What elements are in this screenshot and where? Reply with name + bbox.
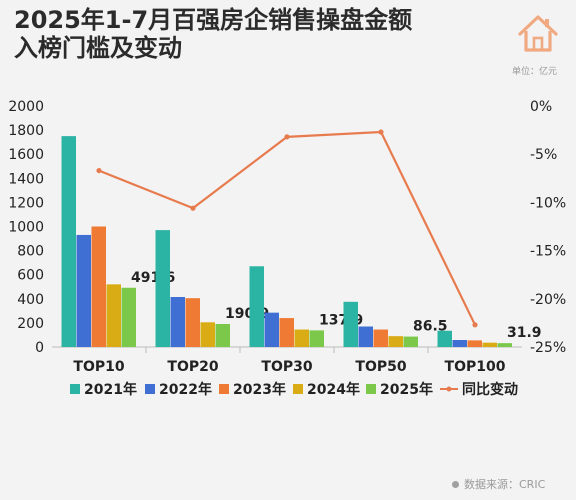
chart: 0 200 400 600 800 1000 1200 1400 1600 1800 2000 0% -…: [8, 99, 566, 398]
line-point-0: [96, 167, 102, 174]
bar-2024年-TOP50: [388, 336, 403, 347]
y-tick-label-1: 200: [17, 316, 44, 332]
bar-2022年-TOP100: [452, 340, 467, 347]
bar-2024年-TOP30: [294, 329, 309, 347]
legend-swatch-2024年: [293, 384, 303, 394]
y-tick-label-2: 400: [17, 292, 44, 308]
bar-2025年-TOP20: [215, 323, 230, 347]
unit-label: 单位：亿元: [512, 67, 558, 77]
bar-2022年-TOP30: [264, 312, 279, 347]
y2-tick-label-0: 0%: [530, 99, 552, 115]
bar-2021年-TOP30: [249, 266, 264, 347]
data-label-3: 86.5: [413, 319, 448, 335]
bar-2023年-TOP50: [373, 329, 388, 347]
legend-label-同比变动: 同比变动: [462, 381, 518, 398]
source-dot-icon: [452, 480, 459, 488]
bar-2023年-TOP10: [91, 226, 106, 347]
house-logo-icon: [518, 15, 558, 52]
bar-2024年-TOP10: [106, 284, 121, 347]
y-tick-label-7: 1400: [8, 171, 44, 187]
legend-label-2023年: 2023年: [233, 381, 286, 398]
x-tick-label-4: TOP100: [445, 359, 506, 375]
legend-label-2024年: 2024年: [307, 381, 360, 398]
legend-label-2021年: 2021年: [84, 381, 137, 398]
line-point-4: [472, 322, 478, 328]
page-title: 2025年1-7月百强房企销售操盘金额 入榜门槛及变动: [14, 6, 514, 62]
legend-swatch-2021年: [70, 384, 80, 394]
bar-2025年-TOP50: [403, 336, 418, 347]
data-label-4: 31.9: [507, 325, 542, 341]
bar-2025年-TOP10: [121, 287, 136, 347]
legend-swatch-2025年: [366, 384, 376, 394]
title-line-1: 2025年1-7月百强房企销售操盘金额: [14, 6, 413, 34]
x-tick-label-0: TOP10: [73, 359, 124, 375]
bar-2021年-TOP50: [343, 301, 358, 347]
legend-label-2022年: 2022年: [159, 381, 212, 398]
bar-2021年-TOP100: [437, 330, 452, 347]
bar-2022年-TOP20: [170, 296, 185, 347]
y2-tick-label-1: -5%: [530, 147, 557, 163]
line-point-2: [284, 134, 290, 140]
bar-2024年-TOP20: [200, 322, 215, 347]
x-tick-label-2: TOP30: [261, 359, 312, 375]
source-note: 数据来源：CRIC: [452, 476, 545, 492]
bar-2025年-TOP100: [497, 343, 512, 347]
bar-2025年-TOP30: [309, 330, 324, 347]
line-同比变动: [98, 130, 476, 326]
bar-2021年-TOP20: [155, 230, 170, 347]
y2-tick-label-5: -25%: [530, 340, 566, 356]
y2-tick-label-2: -10%: [530, 195, 566, 211]
bar-2023年-TOP20: [185, 298, 200, 347]
y-tick-label-0: 0: [35, 340, 44, 356]
line-point-1: [190, 205, 196, 211]
x-tick-label-3: TOP50: [355, 359, 406, 375]
legend-swatch-2022年: [145, 384, 155, 394]
legend-swatch-2023年: [219, 384, 229, 394]
x-tick-label-1: TOP20: [167, 359, 218, 375]
y-tick-label-3: 600: [17, 268, 44, 284]
bar-2021年-TOP10: [61, 136, 76, 347]
y-tick-label-5: 1000: [8, 220, 44, 236]
y-tick-label-10: 2000: [8, 99, 44, 115]
source-text: 数据来源：CRIC: [464, 478, 546, 491]
y-tick-label-8: 1600: [8, 147, 44, 163]
legend-label-2025年: 2025年: [380, 381, 433, 398]
title-line-2: 入榜门槛及变动: [14, 34, 182, 62]
legend-marker-同比变动: [446, 386, 452, 392]
y-tick-label-9: 1800: [8, 123, 44, 139]
bar-2022年-TOP50: [358, 326, 373, 347]
y-tick-label-6: 1200: [8, 195, 44, 211]
bar-2023年-TOP100: [467, 340, 482, 347]
y2-tick-label-3: -15%: [530, 244, 566, 260]
bar-2022年-TOP10: [76, 234, 91, 347]
y2-tick-label-4: -20%: [530, 292, 566, 308]
bar-2023年-TOP30: [279, 318, 294, 347]
bar-2024年-TOP100: [482, 342, 497, 347]
line-point-3: [378, 129, 384, 135]
y-tick-label-4: 800: [17, 244, 44, 260]
